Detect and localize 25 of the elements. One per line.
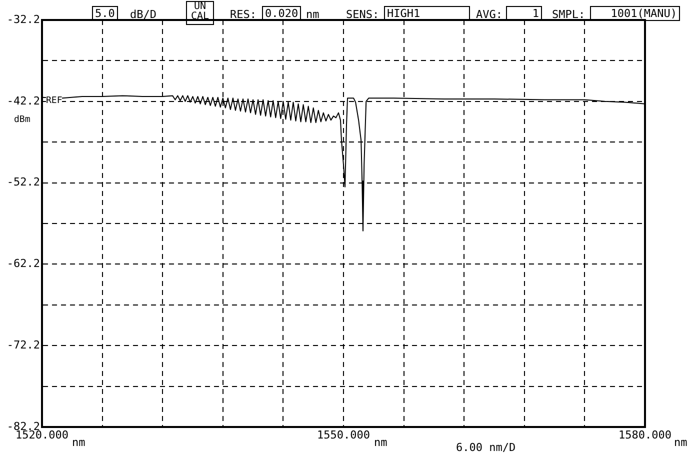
annotation: RES:	[230, 8, 256, 21]
y-tick-label: -32.2	[6, 12, 40, 26]
x-tick-label: 1550.000	[317, 428, 370, 442]
text: dBm	[14, 115, 30, 125]
annotation: SENS:	[346, 8, 380, 21]
text: nm	[72, 436, 86, 449]
text: HIGH1	[384, 6, 470, 21]
text: 0.020	[262, 6, 302, 21]
y-tick-label: -62.2	[6, 257, 40, 270]
x-tick-label: 1580.000	[618, 428, 672, 442]
annotation: dB/D	[130, 8, 156, 21]
annotation: nm	[306, 8, 320, 21]
annotation: REF	[46, 96, 62, 106]
text: 6.00 nm/D	[456, 441, 516, 453]
annotation: AVG:	[476, 8, 502, 21]
y-tick-label: -72.2	[6, 338, 40, 352]
y-tick-label: -42.2	[6, 94, 40, 108]
y-tick-label: -52.2	[6, 176, 40, 189]
text: nm	[674, 436, 688, 449]
text: 5.0	[92, 6, 118, 21]
text: nm	[374, 436, 388, 449]
text: 1001(MANU)	[590, 6, 680, 21]
text: 1	[506, 6, 542, 21]
annotation: UN CAL	[186, 1, 214, 25]
annotation: SMPL:	[552, 8, 586, 21]
